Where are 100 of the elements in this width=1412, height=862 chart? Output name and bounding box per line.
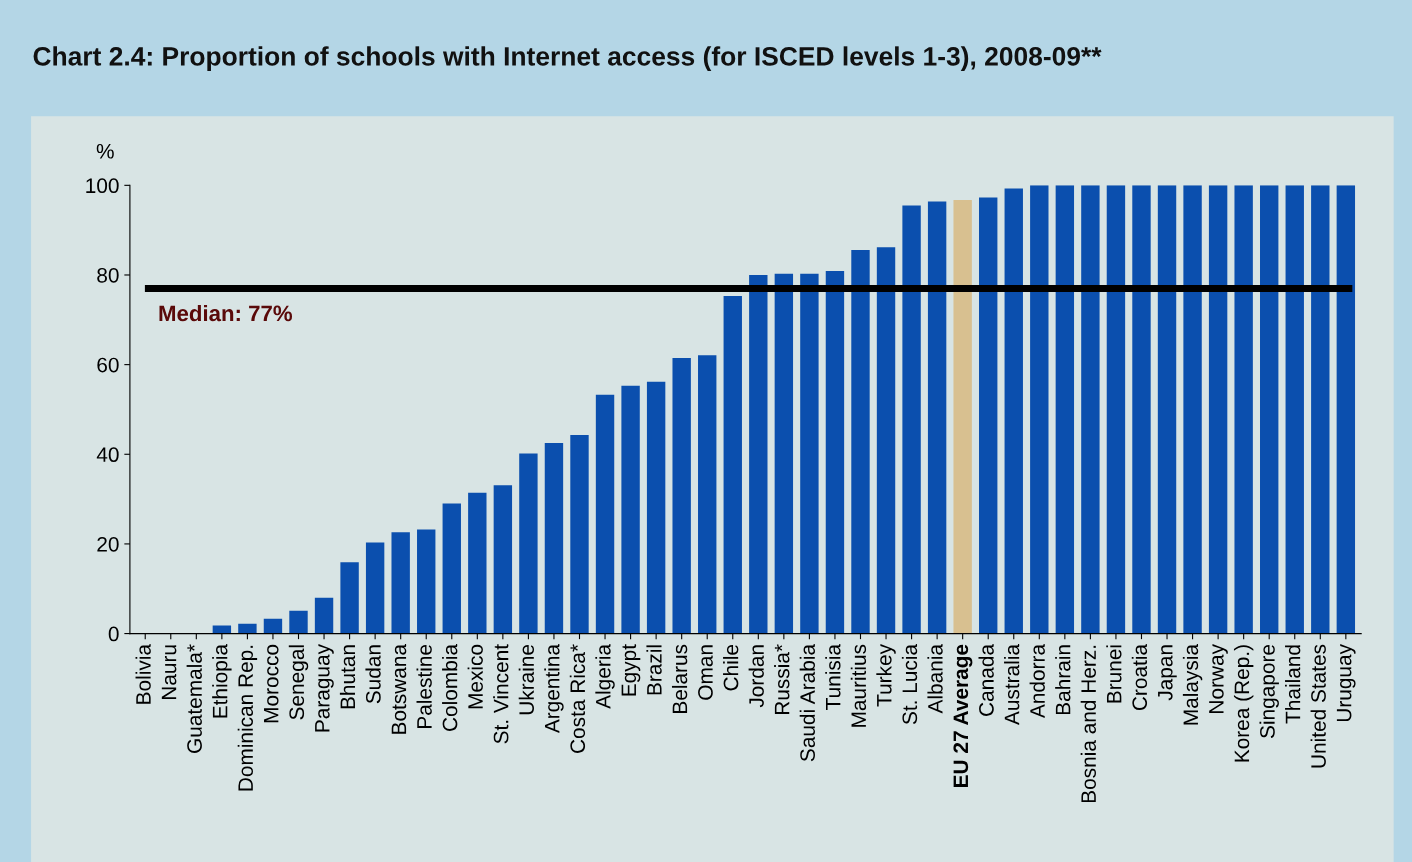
bar [979,197,998,634]
bar [1055,185,1075,634]
bar [340,562,359,634]
bar [774,273,794,634]
bar [1030,185,1049,634]
x-tick-label: Palestine [416,644,432,728]
x-tick-label: Canada [978,643,994,716]
bar [263,618,283,634]
x-tick-label: Paraguay [315,644,334,732]
bar [876,247,896,634]
chart-title: Chart 2.4: Proportion of schools with Internet access (for ISCED levels 1-3), 2008-09** [33,46,1102,71]
x-tick-label: Mauritius [850,644,867,727]
bar [825,270,845,634]
x-tick-label: Mexico [467,644,483,709]
bar [646,381,666,634]
bar [1285,185,1304,634]
x-tick-label: Botswana [391,643,407,734]
x-tick-label: Ukraine [518,644,534,715]
bar [1311,185,1330,634]
x-tick-label: Tunisia [825,643,841,710]
bar [544,443,564,634]
x-tick-label: St. Lucia [901,643,918,725]
x-tick-label: Argentina [544,643,564,734]
x-tick-label: Albania [927,643,943,714]
bar [723,296,742,634]
bar [468,492,487,634]
bar [1157,185,1177,634]
bar [289,610,308,634]
x-tick-label: Costa Rica* [569,644,586,753]
x-tick-label: Norway [1209,644,1228,713]
x-tick-label: Belarus [671,644,688,713]
bar [672,357,691,634]
x-tick-label: Bhutan [339,645,356,709]
bar [1183,185,1202,634]
x-tick-label: Malaysia [1182,643,1203,725]
bar [800,273,819,634]
x-tick-label: Sudan [365,645,381,704]
ref-line-label: Median: 77% [159,304,293,322]
x-tick-label: Bosnia and Herz. [1080,645,1096,803]
y-tick-label: 20 [97,536,119,552]
x-tick-label: Egypt [621,644,641,696]
bar [1132,185,1151,634]
x-tick-label: Algeria [595,643,615,709]
bar [1106,185,1126,634]
x-tick-label: Japan [1158,645,1177,701]
bar [927,201,947,634]
x-tick-label: EU 27 Average [953,644,973,787]
x-tick-label: Oman [698,645,713,700]
y-axis-title: % [96,143,114,159]
y-tick-label: 100 [86,178,119,194]
x-tick-label: St. Vincent [493,644,509,744]
bar [442,503,461,634]
bar [1081,185,1100,634]
x-tick-label: Thailand [1285,645,1301,724]
x-tick-label: United States [1310,644,1326,768]
bar [1336,185,1356,634]
x-tick-label: Bahrain [1055,645,1071,715]
x-tick-label: Chile [723,644,739,691]
x-tick-label: Brunei [1106,645,1122,703]
bar [1208,185,1228,634]
y-tick-label: 80 [97,267,119,283]
x-tick-label: Uruguay [1336,644,1356,722]
bar [953,200,972,634]
bar [519,453,538,634]
x-tick-label: Jordan [748,645,764,708]
bar [749,274,768,634]
y-tick-label: 60 [97,357,119,373]
x-tick-label: Australia [1004,643,1020,725]
x-tick-label: Guatemala* [186,644,202,753]
bar [621,385,640,634]
x-tick-label: Russia* [774,644,790,715]
x-tick-label: Croatia [1131,643,1148,711]
bar [698,355,717,634]
x-tick-label: Bolivia [135,643,151,704]
bar [1004,188,1023,634]
x-tick-label: Nauru [161,645,177,700]
bar [595,394,615,634]
bar [1260,185,1279,634]
y-tick-label: 40 [96,447,119,463]
bar [365,542,385,634]
bar [493,485,513,634]
x-tick-label: Korea (Rep.) [1233,645,1254,762]
y-tick-label: 0 [108,626,119,642]
bar [314,597,334,634]
x-tick-label: Morocco [264,644,279,723]
x-tick-label: Brazil [646,645,662,695]
bar [238,623,257,634]
x-tick-label: Ethiopia [212,643,232,718]
bar [851,249,870,634]
x-tick-label: Turkey [876,644,896,707]
x-tick-label: Colombia [442,643,458,731]
bar [1234,185,1253,634]
x-tick-label: Dominican Rep. [237,645,258,791]
x-tick-label: Saudi Arabia [799,643,815,762]
bar [902,205,921,634]
x-tick-label: Senegal [288,645,309,720]
x-tick-label: Singapore [1259,644,1279,739]
bar [417,529,436,634]
x-tick-label: Andorra [1029,643,1045,719]
bar [570,435,589,634]
